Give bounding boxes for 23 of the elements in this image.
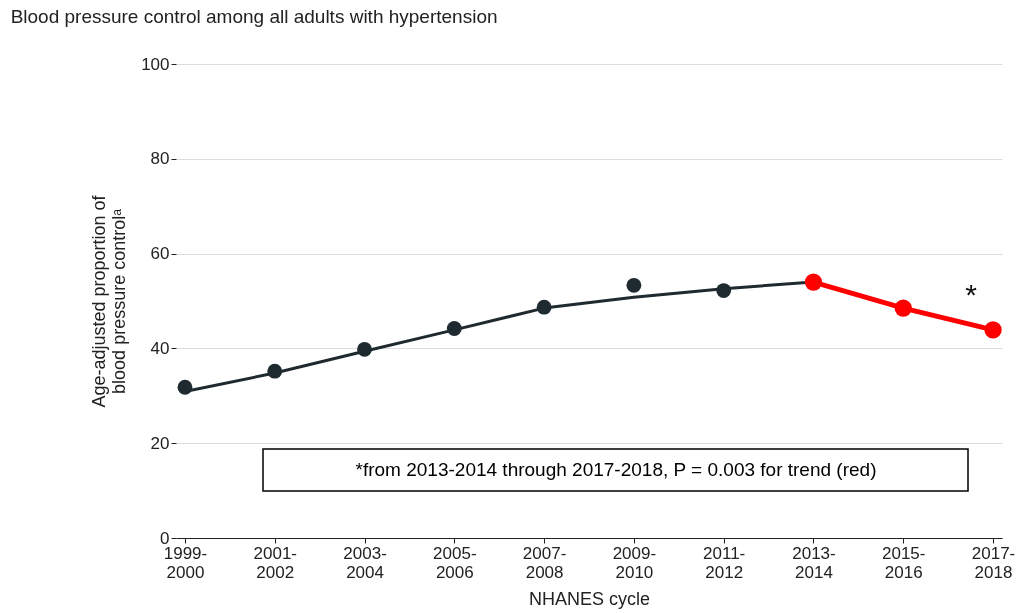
x-tick-label: 2007-2008 [522, 543, 567, 582]
annotation: * [965, 278, 978, 311]
x-tick-label: 2017-2018 [971, 543, 1016, 582]
x-tick-label: 2003-2004 [343, 543, 387, 582]
x-axis-title: NHANES cycle [528, 588, 651, 609]
x-tick-label: 2001-2002 [253, 543, 297, 582]
point [984, 321, 1002, 339]
x-tick-label: 2011-2012 [703, 543, 746, 582]
point [894, 299, 912, 317]
y-tick-label: 40 [150, 338, 170, 358]
y-tick-label: 60 [150, 244, 170, 264]
x-tick-label: 2005-2006 [433, 543, 477, 582]
y-tick-label: 20 [150, 433, 170, 453]
y-tick-label: 100 [141, 54, 170, 74]
x-tick-label: 2015-2016 [882, 543, 926, 582]
point [804, 273, 823, 291]
y-tick-label: 80 [150, 149, 170, 169]
x-tick-label: 2013-2014 [792, 543, 836, 582]
y-axis-title: Age-adjusted proportion of blood pressure controlᵃ [89, 194, 130, 408]
x-tick-label: 2009-2010 [612, 543, 657, 582]
annotation: *from 2013-2014 through 2017-2018, P = 0.003 for trend (red) [355, 459, 877, 480]
point [626, 277, 642, 293]
chart-title: Blood pressure control among all adults with hypertension [10, 6, 498, 27]
